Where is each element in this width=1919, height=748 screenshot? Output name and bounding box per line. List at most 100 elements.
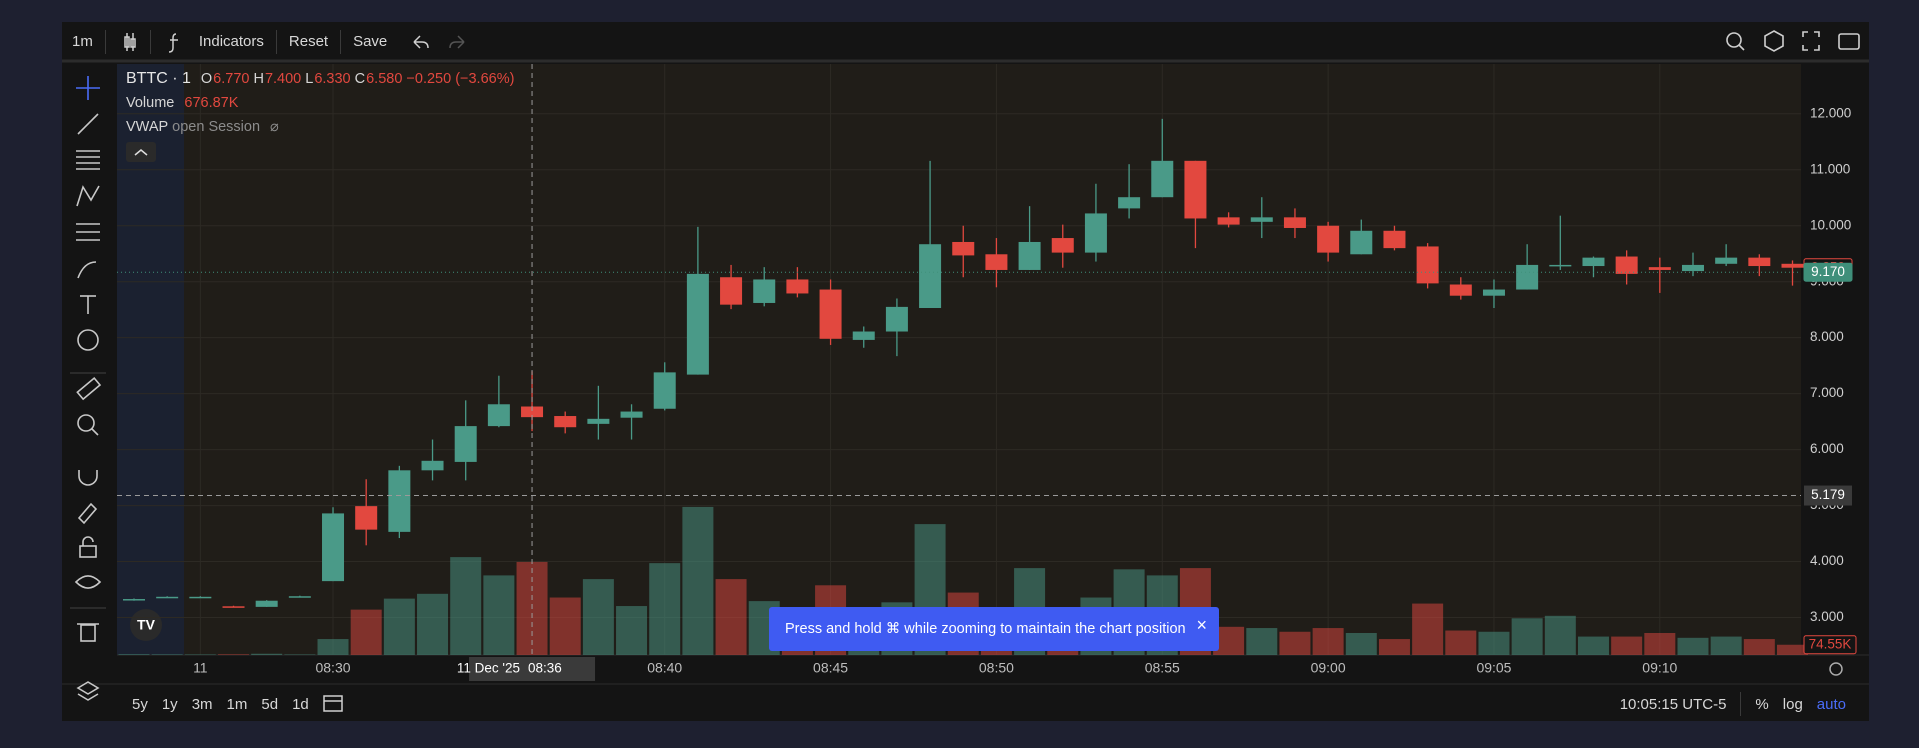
range-button[interactable]: 3m (191, 695, 213, 713)
price-tag-label: 9.170 (1811, 264, 1845, 279)
volume-bar (1478, 631, 1510, 655)
percent-toggle[interactable]: % (1755, 695, 1769, 713)
candle-body (255, 600, 278, 607)
range-button[interactable]: 5d (261, 695, 279, 713)
y-tick-label: 7.000 (1810, 385, 1844, 400)
vwap-source: open (172, 119, 205, 135)
screenshot-icon[interactable] (1838, 33, 1860, 50)
volume-bar (582, 579, 614, 655)
crosshair-time-box (469, 657, 596, 681)
clock[interactable]: 10:05:15 UTC-5 (1619, 695, 1727, 713)
zoom-tool[interactable] (77, 414, 99, 436)
search-icon[interactable] (1726, 32, 1745, 51)
settings-icon[interactable] (1829, 662, 1843, 676)
volume-bar (118, 654, 150, 655)
volume-bar (350, 609, 382, 655)
interval[interactable]: 1m (72, 33, 93, 50)
volume-value: 676.87K (184, 95, 239, 111)
plot-background (117, 64, 1801, 655)
fx-icon[interactable] (168, 33, 178, 53)
layers-tool[interactable] (76, 681, 100, 701)
brush-tool[interactable] (77, 261, 97, 279)
x-tick-label: 08:50 (979, 660, 1014, 676)
volume-bar (483, 575, 515, 655)
vwap-name[interactable]: VWAP (126, 119, 169, 135)
candle-body (1615, 256, 1638, 274)
candle-body (1283, 217, 1306, 228)
candle-body (1250, 217, 1273, 222)
candle-body (786, 279, 809, 294)
volume-bar (1246, 628, 1278, 655)
forecast-tool[interactable] (76, 223, 100, 241)
magnet-tool[interactable] (78, 470, 98, 486)
candle-body (919, 244, 942, 309)
lock-tool[interactable] (79, 536, 97, 558)
collapse-button[interactable] (126, 142, 156, 162)
logo[interactable] (130, 609, 162, 641)
fullscreen-icon[interactable] (1802, 31, 1820, 51)
volume-bar (1279, 631, 1311, 655)
volume-bar (284, 654, 316, 655)
candle-body (819, 289, 842, 339)
volume-bar (251, 653, 283, 655)
calendar-icon[interactable] (323, 695, 343, 712)
volume-bar (1743, 639, 1775, 655)
top-toolbar: 1m Indicators Reset Save (72, 22, 387, 61)
delete-tool[interactable] (77, 623, 99, 642)
candle-body (1051, 238, 1074, 253)
volume-bar (549, 597, 581, 655)
volume-bar (616, 606, 648, 655)
range-button[interactable]: 5y (132, 695, 148, 713)
candle-body (1084, 213, 1107, 253)
crosshair-tool[interactable] (76, 76, 100, 100)
text-tool[interactable] (80, 295, 96, 314)
lock-drawing-tool[interactable] (77, 502, 98, 525)
reset-button[interactable]: Reset (288, 33, 329, 50)
range-button[interactable]: 1m (226, 695, 248, 713)
volume-bar (1611, 636, 1643, 655)
open-value: 6.770 (213, 71, 250, 87)
vwap-hidden-icon[interactable]: ⌀ (270, 119, 279, 135)
x-tick-label: 08:30 (315, 660, 350, 676)
visibility-tool[interactable] (74, 575, 102, 589)
volume-name[interactable]: Volume (126, 95, 175, 111)
range-button[interactable]: 1y (161, 695, 178, 713)
chart-type-icon[interactable] (124, 33, 136, 51)
candle-body (487, 404, 510, 427)
candle-body (1681, 264, 1704, 272)
indicators-button[interactable]: Indicators (198, 33, 264, 50)
ruler-tool[interactable] (76, 376, 102, 401)
price-tag-box (1803, 262, 1853, 282)
save-button[interactable]: Save (353, 33, 388, 50)
candle-body (686, 273, 709, 375)
candle-body (985, 254, 1008, 270)
x-tick-label: 08:40 (647, 660, 682, 676)
settings-icon-top[interactable] (1764, 30, 1784, 52)
trend-line-tool[interactable] (77, 113, 99, 135)
log-toggle[interactable]: log (1782, 695, 1803, 713)
vwap-anchor: Session (208, 119, 261, 135)
candle-body (620, 411, 643, 418)
volume-bar (317, 639, 349, 655)
high-label: H (253, 71, 264, 87)
emoji-tool[interactable] (77, 329, 99, 351)
fib-tool[interactable] (76, 150, 100, 170)
auto-toggle[interactable]: auto (1816, 695, 1846, 713)
candle-body (1118, 197, 1141, 209)
candle-body (587, 418, 610, 424)
close-label: C (354, 71, 366, 87)
volume-bar (1577, 636, 1609, 655)
x-tick-label: 08:55 (1145, 660, 1180, 676)
toast-close[interactable]: × (1196, 615, 1207, 635)
symbol[interactable]: BTTC · 1 (126, 70, 191, 87)
volume-bar (1710, 636, 1742, 655)
candle-body (1416, 246, 1439, 284)
range-button[interactable]: 1d (292, 695, 309, 713)
separator (275, 29, 277, 54)
y-tick-label: 8.000 (1810, 329, 1844, 344)
undo-icon[interactable] (413, 35, 429, 49)
pattern-tool[interactable] (76, 185, 100, 207)
volume-bar (1412, 603, 1444, 655)
volume-bar (715, 579, 747, 655)
candle-body (355, 506, 378, 530)
